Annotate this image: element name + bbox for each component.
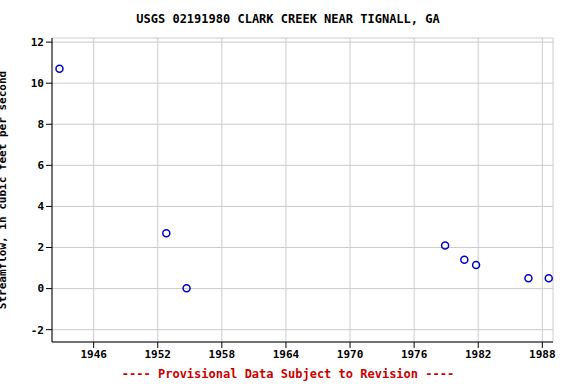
svg-text:12: 12: [31, 36, 44, 49]
svg-text:Streamflow, in cubic feet per: Streamflow, in cubic feet per second: [8, 71, 9, 309]
svg-text:1976: 1976: [401, 348, 428, 361]
html-text:USGS 02191980 CLARK CREEK NEAR: USGS 02191980 CLARK CREEK NEAR TIGNALL, …: [136, 12, 440, 26]
svg-text:6: 6: [37, 159, 44, 172]
svg-text:1946: 1946: [80, 348, 107, 361]
svg-text:0: 0: [37, 282, 44, 295]
svg-text:1964: 1964: [273, 348, 300, 361]
svg-text:10: 10: [31, 77, 44, 90]
svg-text:8: 8: [37, 118, 44, 131]
svg-text:1958: 1958: [209, 348, 236, 361]
svg-text:1988: 1988: [529, 348, 556, 361]
svg-text:2: 2: [37, 241, 44, 254]
svg-text:1952: 1952: [145, 348, 172, 361]
svg-text:1982: 1982: [465, 348, 492, 361]
html-text:---- Provisional Data Subject: ---- Provisional Data Subject to Revisio…: [121, 367, 455, 381]
svg-text:1970: 1970: [337, 348, 364, 361]
svg-text:4: 4: [37, 200, 44, 213]
svg-text:-2: -2: [31, 324, 44, 337]
